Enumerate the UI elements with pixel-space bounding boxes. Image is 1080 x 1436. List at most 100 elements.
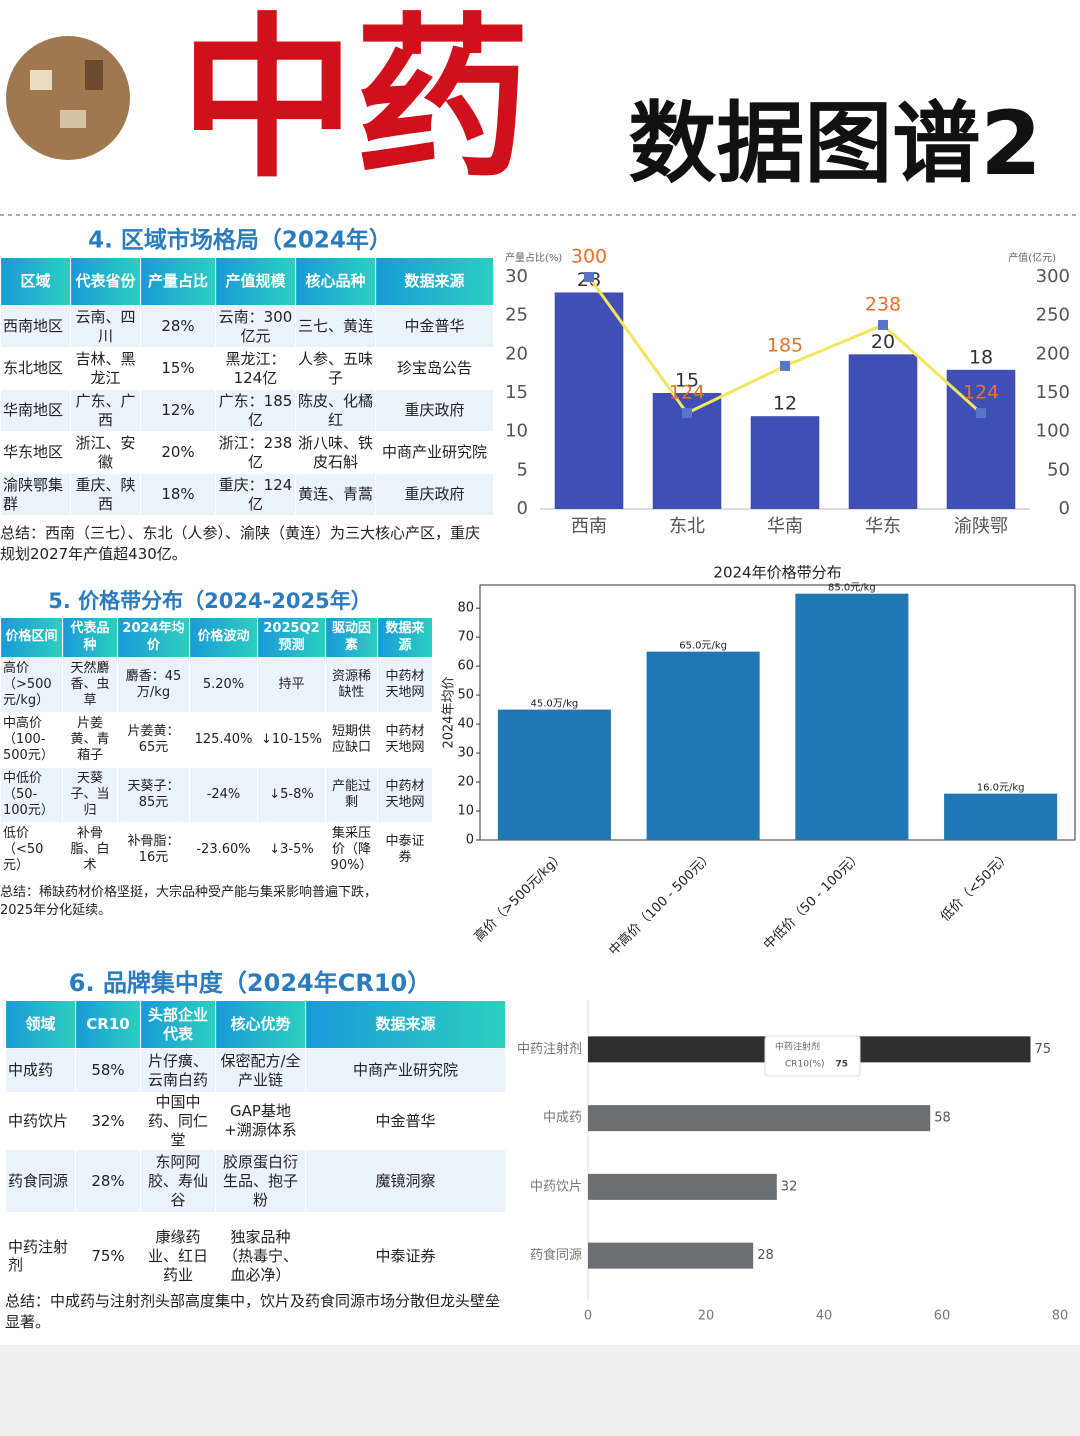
- table-cell: 保密配方/全产业链: [215, 1048, 306, 1093]
- table-row: 中成药 58% 片仔癀、云南白药 保密配方/全产业链 中商产业研究院: [5, 1048, 506, 1093]
- table-cell: GAP基地+溯源体系: [215, 1091, 306, 1151]
- table-cell: 75%: [75, 1212, 141, 1301]
- y-tick-label: 中药饮片: [530, 1179, 582, 1194]
- table-cell: 中药材天地网: [377, 767, 433, 823]
- table-cell: 28%: [140, 305, 216, 348]
- table-cell: 中商产业研究院: [305, 1048, 506, 1093]
- bar: [944, 793, 1058, 840]
- table-cell: ↓10-15%: [257, 712, 326, 768]
- table-cell: 中高价（100-500元）: [0, 712, 63, 768]
- table-cell: 中药注射剂: [5, 1212, 76, 1301]
- table-cell: 重庆、陕西: [70, 473, 141, 516]
- value-label: 16.0元/kg: [977, 783, 1025, 794]
- table-cell: 天葵子：85元: [117, 767, 190, 823]
- x-tick-label: 渝陕鄂: [954, 516, 1008, 537]
- y-tick-label: 0: [466, 833, 474, 848]
- header-cell: 价格区间: [0, 617, 63, 658]
- y-axis-label: 产量占比(%): [505, 251, 562, 264]
- table-cell: 20%: [140, 431, 216, 474]
- bar: [848, 354, 918, 509]
- table-row: 中药注射剂 75% 康缘药业、红日药业 独家品种（热毒宁、血必净） 中泰证券: [5, 1212, 506, 1301]
- table-row: 华南地区 广东、广西 12% 广东：185亿 陈皮、化橘红 重庆政府: [0, 389, 494, 432]
- table-cell: 云南、四川: [70, 305, 141, 348]
- value-label: 45.0万/kg: [530, 699, 578, 710]
- table-cell: 广东、广西: [70, 389, 141, 432]
- table-cell: 广东：185亿: [215, 389, 296, 432]
- table-cell: 资源稀缺性: [325, 657, 378, 713]
- value-label: 65.0元/kg: [679, 641, 727, 652]
- x-tick-label: 华东: [865, 516, 901, 537]
- value-label: 28: [757, 1248, 774, 1263]
- table-row: 药食同源 28% 东阿阿胶、寿仙谷 胶原蛋白衍生品、抱子粉 魔镜洞察: [5, 1149, 506, 1214]
- table-cell: 中药材天地网: [377, 712, 433, 768]
- x-tick-label: 西南: [571, 516, 607, 537]
- plot-frame: [479, 584, 1076, 841]
- table-cell: 中药材天地网: [377, 657, 433, 713]
- table-cell: 58%: [75, 1048, 141, 1093]
- table-cell: 32%: [75, 1091, 141, 1151]
- tooltip-series: CR10(%): [785, 1060, 825, 1070]
- header-row: 区域 代表省份 产量占比 产值规模 核心品种 数据来源: [0, 257, 494, 306]
- header-cell: 价格波动: [189, 617, 258, 658]
- data-table: 价格区间 代表品种 2024年均价 价格波动 2025Q2预测 驱动因素 数据来源 高价（>5…: [0, 617, 433, 878]
- y-tick-label: 70: [457, 630, 474, 645]
- table-row: 低价（<50元） 补骨脂、白术 补骨脂：16元 -23.60% ↓3-5% 集采压价（降9…: [0, 822, 433, 878]
- y2-tick-label: 0: [1059, 498, 1070, 519]
- table-cell: ↓5-8%: [257, 767, 326, 823]
- table-row: 中低价（50-100元） 天葵子、当归 天葵子：85元 -24% ↓5-8% 产能过剩 中药…: [0, 767, 433, 823]
- header-cell: 数据来源: [305, 1000, 506, 1049]
- table-cell: 东北地区: [0, 347, 71, 390]
- y2-tick-label: 200: [1036, 343, 1070, 364]
- y-tick-label: 药食同源: [530, 1247, 582, 1263]
- table-cell: 中药饮片: [5, 1091, 76, 1151]
- value-label: 124: [963, 382, 999, 404]
- value-label: 20: [871, 331, 895, 353]
- value-label: 15: [675, 370, 699, 392]
- table-cell: 珍宝岛公告: [375, 347, 494, 390]
- table-cell: 中金普华: [375, 305, 494, 348]
- x-tick-label: 20: [698, 1309, 715, 1324]
- y2-tick-label: 250: [1036, 305, 1070, 326]
- y-tick-label: 80: [457, 601, 474, 616]
- x-tick-label: 东北: [669, 516, 705, 537]
- table-cell: 药食同源: [5, 1149, 76, 1214]
- summary: 总结：稀缺药材价格坚挺，大宗品种受产能与集采影响普遍下跌，2025年分化延续。: [0, 885, 378, 919]
- y-tick-label: 60: [457, 659, 474, 674]
- table-row: 渝陕鄂集群 重庆、陕西 18% 重庆：124亿 黄连、青蒿 重庆政府: [0, 473, 494, 516]
- table-cell: 12%: [140, 389, 216, 432]
- section-title: 4. 区域市场格局（2024年）: [88, 227, 392, 254]
- header-cell: 领域: [5, 1000, 76, 1049]
- header-row: 领域 CR10 头部企业代表 核心优势 数据来源: [5, 1000, 506, 1049]
- table-cell: 中泰证券: [305, 1212, 506, 1301]
- value-label: 75: [1035, 1042, 1052, 1057]
- table-cell: 5.20%: [189, 657, 258, 713]
- herb-piece: [85, 60, 103, 90]
- x-tick-label: 华南: [767, 516, 803, 537]
- x-tick-label: 中低价（50 - 100元）: [761, 849, 865, 953]
- table-cell: 独家品种（热毒宁、血必净）: [215, 1212, 306, 1301]
- header-cell: 核心优势: [215, 1000, 306, 1049]
- header-cell: 2025Q2预测: [257, 617, 326, 658]
- table-cell: 云南：300亿元: [215, 305, 296, 348]
- y-tick-label: 5: [517, 459, 528, 480]
- table-cell: 片姜黄：65元: [117, 712, 190, 768]
- herb-piece: [60, 110, 86, 128]
- header-cell: 产值规模: [215, 257, 296, 306]
- table-cell: 片仔癀、云南白药: [140, 1048, 216, 1093]
- value-label: 32: [781, 1179, 798, 1194]
- table-cell: ↓3-5%: [257, 822, 326, 878]
- tooltip: 中药注射剂 CR10(%) 75: [764, 1035, 861, 1077]
- value-label: 85.0元/kg: [828, 583, 876, 594]
- y-tick-label: 20: [505, 343, 528, 364]
- y-tick-label: 25: [505, 305, 528, 326]
- bar: [554, 292, 624, 509]
- table-cell: 胶原蛋白衍生品、抱子粉: [215, 1149, 306, 1214]
- subtitle: 数据图谱2: [628, 92, 1041, 195]
- table-cell: 康缘药业、红日药业: [140, 1212, 216, 1301]
- x-tick-label: 40: [816, 1309, 833, 1324]
- table-cell: 华东地区: [0, 431, 71, 474]
- table-cell: 中国中药、同仁堂: [140, 1091, 216, 1151]
- x-tick-label: 80: [1052, 1309, 1069, 1324]
- table-cell: 黄连、青蒿: [295, 473, 376, 516]
